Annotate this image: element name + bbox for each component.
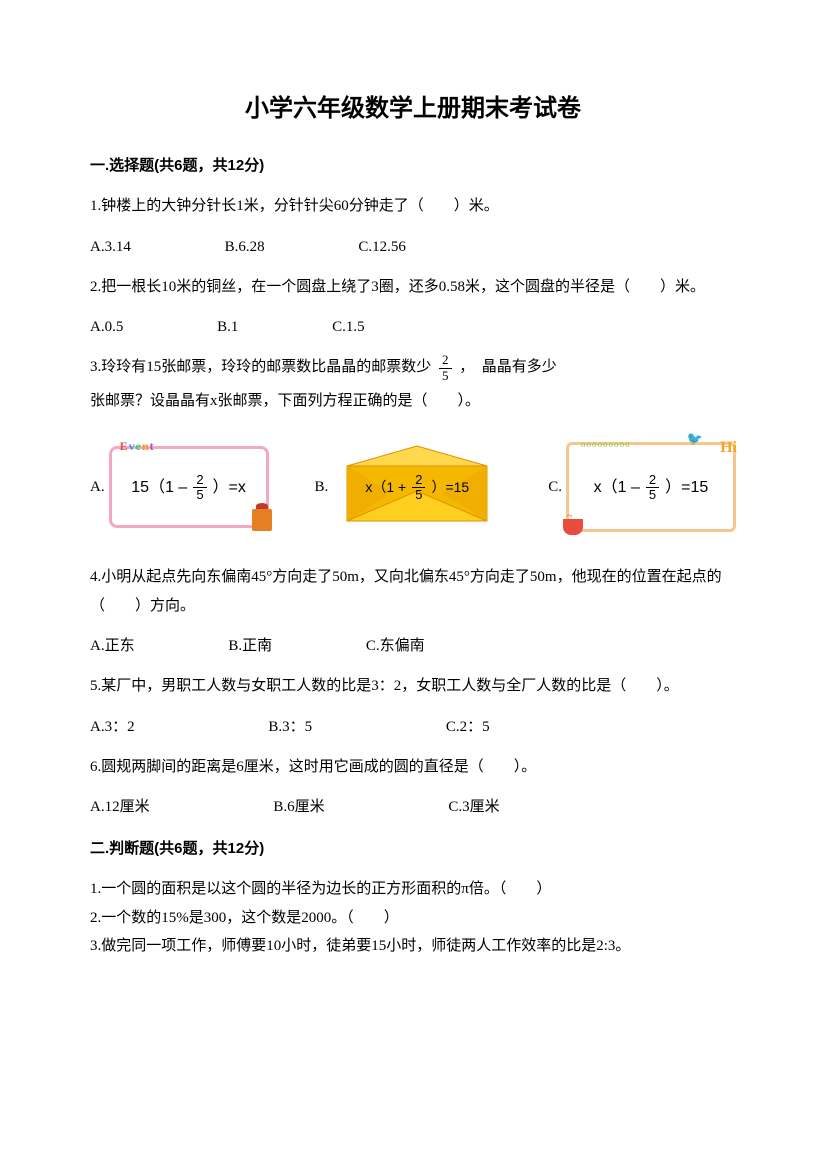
eqA-pre: 15（1 – xyxy=(131,475,187,501)
s2-q1: 1.一个圆的面积是以这个圆的半径为边长的正方形面积的π倍。（ ） xyxy=(90,875,736,904)
q1-options: A.3.14 B.6.28 C.12.56 xyxy=(90,235,736,259)
eqB-num: 2 xyxy=(412,473,425,488)
q2-opt-c[interactable]: C.1.5 xyxy=(332,315,365,339)
spiral-icon: ooooooooo xyxy=(581,437,631,451)
eqC-frac: 2 5 xyxy=(646,473,659,503)
s2-q2: 2.一个数的15%是300，这个数是2000。（ ） xyxy=(90,904,736,933)
q2-text: 2.把一根长10米的铜丝，在一个圆盘上绕了3圈，还多0.58米，这个圆盘的半径是… xyxy=(90,273,736,302)
eqA-den: 5 xyxy=(193,488,206,502)
section-2-header: 二.判断题(共6题，共12分) xyxy=(90,837,736,861)
q3-opt-c-letter: C. xyxy=(548,475,562,499)
eqA-num: 2 xyxy=(193,473,206,488)
q3-opt-b-equation: x（1 + 2 5 ）=15 xyxy=(365,473,469,503)
q3-opt-c-card: ooooooooo 🐦 Hi x（1 – 2 5 ）=15 xyxy=(566,442,736,532)
q5-options: A.3：2 B.3：5 C.2：5 xyxy=(90,715,736,739)
eqC-den: 5 xyxy=(646,488,659,502)
bird-icon: 🐦 xyxy=(687,429,703,450)
s2-q3: 3.做完同一项工作，师傅要10小时，徒弟要15小时，师徒两人工作效率的比是2:3… xyxy=(90,932,736,961)
eqA-frac: 2 5 xyxy=(193,473,206,503)
eqB-pre: x（1 + xyxy=(365,476,406,498)
q2-options: A.0.5 B.1 C.1.5 xyxy=(90,315,736,339)
q3-frac-num: 2 xyxy=(439,353,452,368)
q1-opt-b[interactable]: B.6.28 xyxy=(225,235,265,259)
q1-opt-a[interactable]: A.3.14 xyxy=(90,235,131,259)
q3-opt-b-wrap[interactable]: B. x（1 + 2 5 ）=15 xyxy=(315,441,503,533)
eqA-post: ）=x xyxy=(213,475,246,501)
q3-opt-a-letter: A. xyxy=(90,475,105,499)
q5-opt-a[interactable]: A.3：2 xyxy=(90,715,135,739)
q5-opt-b[interactable]: B.3：5 xyxy=(268,715,312,739)
q3-opt-b-card: x（1 + 2 5 ）=15 xyxy=(332,441,502,533)
cup-icon xyxy=(563,519,583,535)
q4-options: A.正东 B.正南 C.东偏南 xyxy=(90,634,736,658)
event-banner: Event xyxy=(120,437,154,456)
page-title: 小学六年级数学上册期末考试卷 xyxy=(90,90,736,128)
q3-image-options: A. Event 15（1 – 2 5 ）=x B. xyxy=(90,441,736,533)
eqC-pre: x（1 – xyxy=(594,475,640,501)
q1-text: 1.钟楼上的大钟分针长1米，分针针尖60分钟走了（ ）米。 xyxy=(90,192,736,221)
q3-opt-a-wrap[interactable]: A. Event 15（1 – 2 5 ）=x xyxy=(90,446,269,528)
q6-opt-a[interactable]: A.12厘米 xyxy=(90,795,150,819)
hi-text: Hi xyxy=(720,435,737,461)
q3-opt-b-letter: B. xyxy=(315,475,329,499)
q2-opt-b[interactable]: B.1 xyxy=(217,315,238,339)
section-1-header: 一.选择题(共6题，共12分) xyxy=(90,154,736,178)
q3-opt-a-equation: 15（1 – 2 5 ）=x xyxy=(131,473,246,503)
q3-line2: 张邮票？设晶晶有x张邮票，下面列方程正确的是（ ）。 xyxy=(90,387,736,416)
q6-opt-c[interactable]: C.3厘米 xyxy=(448,795,499,819)
q3-opt-c-wrap[interactable]: C. ooooooooo 🐦 Hi x（1 – 2 5 ）=15 xyxy=(548,442,736,532)
q5-text: 5.某厂中，男职工人数与女职工人数的比是3：2，女职工人数与全厂人数的比是（ ）… xyxy=(90,672,736,701)
q3-fraction: 2 5 xyxy=(439,353,452,383)
gift-icon xyxy=(252,509,272,531)
eqC-post: ）=15 xyxy=(665,475,708,501)
q3-line1-pre: 3.玲玲有15张邮票，玲玲的邮票数比晶晶的邮票数少 xyxy=(90,360,431,376)
q5-opt-c[interactable]: C.2：5 xyxy=(446,715,490,739)
eqB-frac: 2 5 xyxy=(412,473,425,503)
eqC-num: 2 xyxy=(646,473,659,488)
q4-opt-b[interactable]: B.正南 xyxy=(228,634,272,658)
eqB-post: ）=15 xyxy=(431,476,469,498)
eqB-den: 5 xyxy=(412,488,425,502)
q6-text: 6.圆规两脚间的距离是6厘米，这时用它画成的圆的直径是（ ）。 xyxy=(90,753,736,782)
q4-text: 4.小明从起点先向东偏南45°方向走了50m，又向北偏东45°方向走了50m，他… xyxy=(90,563,736,620)
q3-line1-post: ， 晶晶有多少 xyxy=(459,360,557,376)
q1-opt-c[interactable]: C.12.56 xyxy=(358,235,406,259)
q4-opt-c[interactable]: C.东偏南 xyxy=(366,634,425,658)
q6-opt-b[interactable]: B.6厘米 xyxy=(273,795,324,819)
q3-opt-c-equation: x（1 – 2 5 ）=15 xyxy=(594,473,709,503)
q3-text: 3.玲玲有15张邮票，玲玲的邮票数比晶晶的邮票数少 2 5 ， 晶晶有多少 xyxy=(90,353,736,383)
q3-frac-den: 5 xyxy=(439,369,452,383)
q3-opt-a-card: Event 15（1 – 2 5 ）=x xyxy=(109,446,269,528)
q2-opt-a[interactable]: A.0.5 xyxy=(90,315,123,339)
q4-opt-a[interactable]: A.正东 xyxy=(90,634,135,658)
q6-options: A.12厘米 B.6厘米 C.3厘米 xyxy=(90,795,736,819)
